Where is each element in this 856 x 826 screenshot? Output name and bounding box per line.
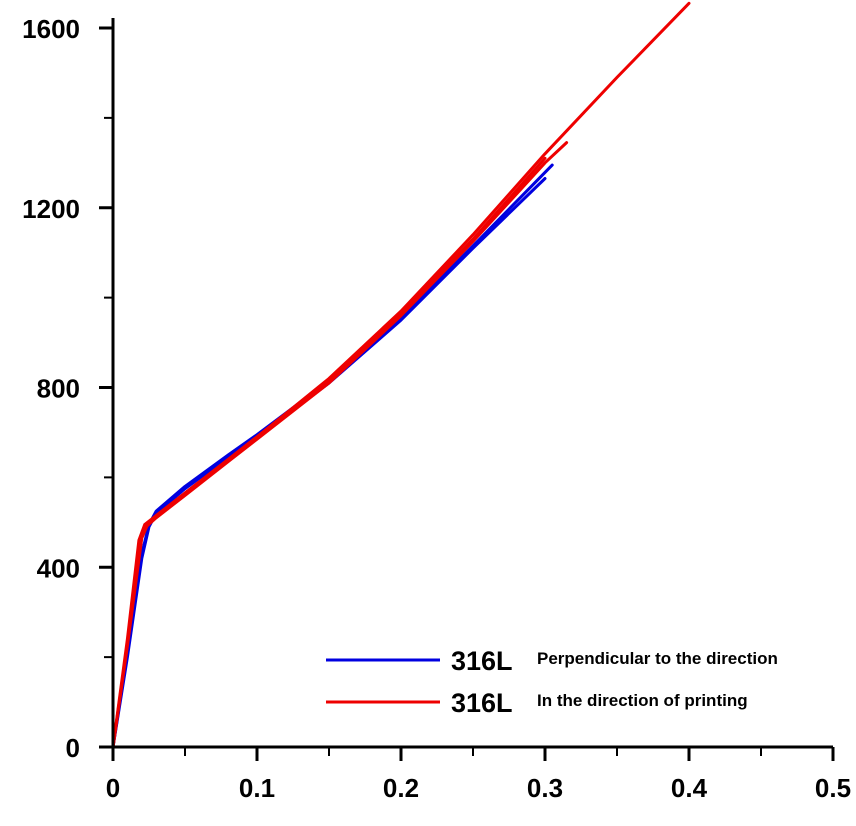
axes: 0 0.1 0.2 0.3 0.4 0.5 0 400 800 1200 1600 [22,14,851,803]
series-0-curve-1 [111,163,554,749]
x-tick-label-5: 0.5 [815,773,851,803]
x-tick-label-1: 0.1 [239,773,275,803]
y-tick-label-2: 800 [37,374,80,404]
y-tick-label-3: 1200 [22,194,80,224]
series-1-curve-2 [111,156,547,749]
x-tick-label-4: 0.4 [671,773,708,803]
legend-label-0: 316L [451,646,513,676]
x-tick-label-2: 0.2 [383,773,419,803]
legend-sublabel-1: In the direction of printing [537,691,748,710]
series-1-curve-0 [111,1,691,749]
x-tick-label-3: 0.3 [527,773,563,803]
y-tick-label-0: 0 [66,733,80,763]
legend: 316L Perpendicular to the direction 316L In… [326,646,778,718]
y-tick-label-4: 1600 [22,14,80,44]
plot-curves [111,1,691,749]
legend-label-1: 316L [451,688,513,718]
x-tick-label-0: 0 [106,773,120,803]
legend-sublabel-0: Perpendicular to the direction [537,649,778,668]
y-tick-label-1: 400 [37,553,80,583]
